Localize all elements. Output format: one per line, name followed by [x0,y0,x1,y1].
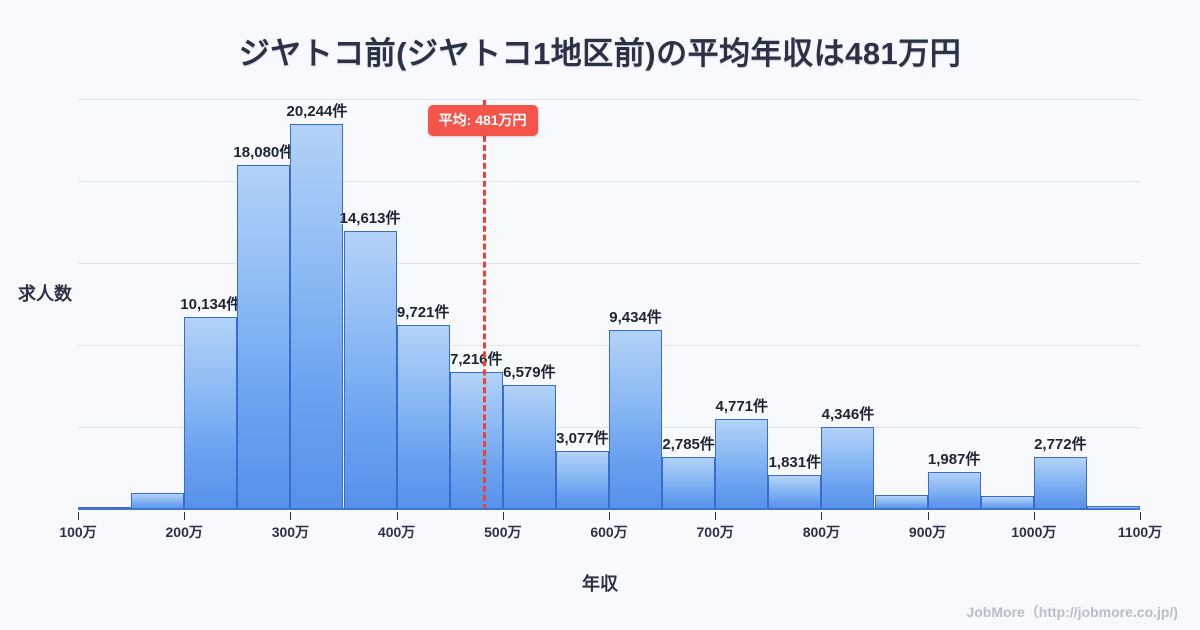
bar[interactable] [449,372,503,510]
x-tick-label: 500万 [484,524,522,540]
x-tick-mark [396,512,398,520]
bar[interactable] [396,324,450,510]
x-tick-label: 1000万 [1011,524,1057,540]
bar[interactable] [1086,505,1140,510]
bar[interactable] [927,472,981,510]
bar-value-label: 4,346件 [821,406,875,424]
bar[interactable] [1033,457,1087,510]
x-tick-mark [927,512,929,520]
bar[interactable] [290,123,344,510]
x-tick-mark [821,512,823,520]
bar[interactable] [715,419,769,510]
bar-value-label: 20,244件 [286,102,348,120]
bar[interactable] [662,456,716,510]
x-tick-mark [290,512,292,520]
chart-title: ジヤトコ前(ジヤトコ1地区前)の平均年収は481万円 [238,36,962,71]
bar[interactable] [768,475,822,510]
bar[interactable] [502,384,556,510]
x-axis-ticks: 100万 200万 300万 400万 500万 600万 700万 800万 900万 1000… [59,512,1162,542]
x-tick-label: 100万 [59,524,97,540]
x-tick-mark [1140,512,1141,520]
average-line [482,100,486,510]
bar[interactable] [555,451,609,510]
bar-value-label: 2,772件 [1034,436,1087,454]
bar[interactable] [237,165,291,510]
average-badge: 平均: 481万円 [427,105,538,136]
bar-value-label: 9,721件 [396,303,450,321]
bar-value-label: 14,613件 [339,210,401,228]
bar-value-label: 18,080件 [233,144,295,162]
gridline [78,99,1140,100]
bar-value-label: 4,771件 [715,398,769,416]
x-tick-mark [715,512,717,520]
bar[interactable] [874,494,928,510]
bar-value-label: 7,216件 [449,351,503,369]
x-tick-mark [1033,512,1035,520]
bar-value-label: 10,134件 [180,295,242,313]
bar[interactable] [131,492,185,510]
bar[interactable] [609,330,663,510]
bar-value-label: 1,987件 [927,451,981,469]
bar[interactable] [184,316,238,510]
y-axis-title: 求人数 [18,284,72,304]
x-tick-label: 900万 [908,524,947,540]
x-tick-label: 400万 [377,524,416,540]
bar-value-label: 9,434件 [609,309,662,327]
x-tick-label: 600万 [590,524,628,540]
bar-value-label: 2,785件 [662,435,715,453]
x-tick-label: 800万 [802,524,841,540]
x-tick-label: 700万 [696,524,734,540]
bar-value-label: 1,831件 [768,454,822,472]
x-tick-mark [78,512,79,520]
x-tick-mark [502,512,504,520]
bar[interactable] [343,231,397,510]
footer-credit: JobMore（http://jobmore.co.jp/) [966,604,1178,620]
bar[interactable] [821,427,875,510]
plot-area: 10,134件 18,080件 20,244件 14,613件 9,721件 7,216件… [78,99,1140,510]
gridline [78,181,1140,182]
bar-value-label: 6,579件 [503,363,556,381]
x-axis-title: 年収 [582,574,618,594]
x-tick-mark [184,512,186,520]
gridline [78,263,1140,264]
x-tick-label: 300万 [271,524,310,540]
bar[interactable] [980,495,1034,510]
x-tick-label: 200万 [165,524,203,540]
x-tick-mark [609,512,610,520]
x-tick-label: 1100万 [1117,524,1163,540]
bar-value-label: 3,077件 [556,430,609,448]
x-axis-line [78,508,1140,510]
